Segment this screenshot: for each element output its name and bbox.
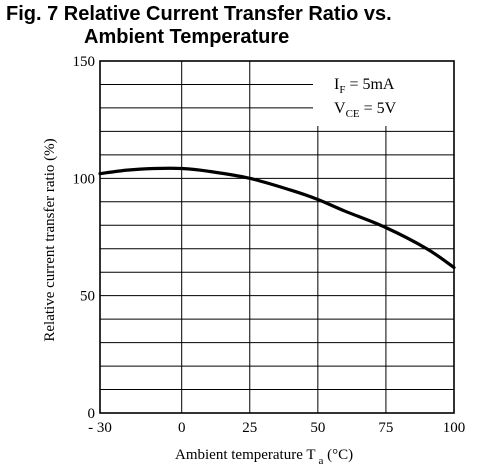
y-axis-label: Relative current transfer ratio (%)	[42, 138, 58, 341]
x-tick-label: 50	[310, 420, 325, 436]
x-tick-label: 0	[178, 420, 186, 436]
x-tick-label: 25	[242, 420, 257, 436]
series-line	[98, 166, 456, 270]
figure-title-line1: Fig. 7 Relative Current Transfer Ratio v…	[6, 3, 392, 25]
y-tick-label: 0	[88, 406, 96, 422]
y-tick-label: 50	[80, 289, 95, 305]
x-tick-label: 100	[443, 420, 466, 436]
x-tick-label: - 30	[88, 420, 112, 436]
plot-frame	[99, 60, 455, 414]
conditions-box: IF = 5mA VCE = 5V	[313, 61, 454, 126]
condition-if: IF = 5mA	[334, 76, 395, 96]
x-tick-labels: - 30 0 25 50 75 100	[88, 420, 465, 436]
x-tick-label: 75	[378, 420, 393, 436]
y-tick-labels: 0 50 100 150	[73, 54, 96, 422]
y-tick-label: 100	[73, 171, 96, 187]
figure-title-line2: Ambient Temperature	[84, 26, 290, 48]
condition-vce: VCE = 5V	[334, 100, 397, 120]
y-tick-label: 150	[73, 54, 96, 70]
